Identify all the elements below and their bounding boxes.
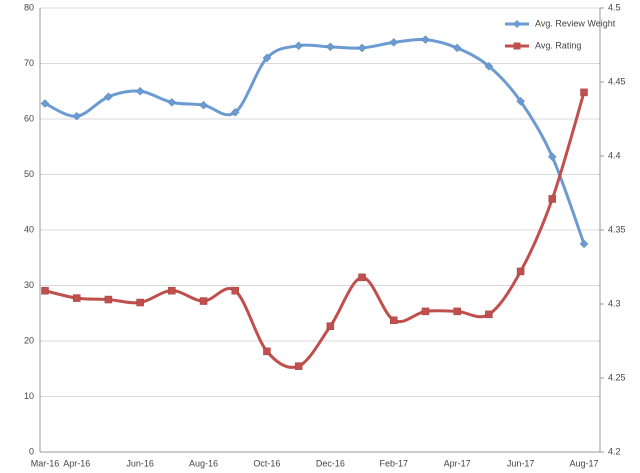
- y2-tick-label: 4.4: [608, 150, 621, 160]
- point-marker: [548, 195, 557, 203]
- point-marker: [72, 294, 81, 302]
- point-marker: [40, 99, 50, 108]
- point-marker: [168, 286, 176, 295]
- y-tick-label: 40: [24, 224, 34, 234]
- point-marker: [485, 310, 493, 319]
- point-marker: [325, 42, 335, 52]
- point-marker: [421, 307, 430, 316]
- x-tick-label: Dec-16: [316, 458, 345, 468]
- y2-tick-label: 4.5: [608, 2, 621, 12]
- point-marker: [484, 61, 494, 71]
- y-tick-label: 70: [24, 58, 34, 68]
- x-tick-label: Mar-16: [31, 458, 60, 468]
- point-marker: [136, 298, 144, 307]
- x-tick-label: Jun-16: [126, 458, 154, 468]
- point-marker: [453, 307, 461, 316]
- legend-marker: [513, 20, 521, 28]
- y-tick-label: 80: [24, 2, 34, 12]
- x-tick-label: Aug-16: [189, 458, 218, 468]
- point-marker: [135, 86, 145, 96]
- y2-tick-label: 4.2: [608, 446, 621, 456]
- y-tick-label: 30: [24, 280, 34, 290]
- point-marker: [357, 43, 367, 53]
- point-marker: [230, 107, 240, 117]
- point-marker: [104, 295, 113, 304]
- x-tick-label: Apr-17: [444, 458, 471, 468]
- legend-label: Avg. Review Weight: [535, 18, 616, 28]
- point-marker: [167, 97, 177, 107]
- point-marker: [104, 92, 113, 102]
- point-marker: [579, 239, 589, 249]
- x-tick-label: Aug-17: [569, 458, 598, 468]
- series-line: [44, 37, 586, 245]
- point-marker: [41, 286, 49, 295]
- legend-label: Avg. Rating: [535, 40, 581, 50]
- y-tick-label: 60: [24, 113, 34, 123]
- point-marker: [421, 35, 430, 44]
- y-tick-label: 10: [24, 391, 34, 401]
- point-marker: [547, 152, 557, 162]
- point-marker: [516, 267, 525, 276]
- x-tick-label: Feb-17: [379, 458, 408, 468]
- point-marker: [390, 316, 398, 325]
- point-marker: [199, 100, 208, 110]
- y2-tick-label: 4.45: [608, 76, 626, 86]
- y2-tick-label: 4.25: [608, 372, 626, 382]
- y-tick-label: 50: [24, 169, 34, 179]
- point-marker: [452, 43, 462, 53]
- y-tick-label: 0: [29, 446, 34, 456]
- point-marker: [580, 88, 588, 97]
- point-marker: [294, 41, 304, 51]
- x-tick-label: Oct-16: [253, 458, 280, 468]
- point-marker: [231, 286, 239, 295]
- point-marker: [263, 347, 271, 356]
- point-marker: [389, 38, 399, 47]
- y-tick-label: 20: [24, 335, 34, 345]
- point-marker: [516, 96, 525, 106]
- y2-tick-label: 4.35: [608, 224, 626, 234]
- y2-tick-label: 4.3: [608, 298, 621, 308]
- point-marker: [358, 273, 366, 282]
- legend-marker: [513, 42, 521, 50]
- x-tick-label: Jun-17: [507, 458, 535, 468]
- point-marker: [72, 111, 82, 121]
- x-tick-label: Apr-16: [63, 458, 90, 468]
- point-marker: [294, 362, 303, 370]
- point-marker: [326, 322, 335, 330]
- point-marker: [262, 53, 272, 63]
- point-marker: [199, 297, 208, 305]
